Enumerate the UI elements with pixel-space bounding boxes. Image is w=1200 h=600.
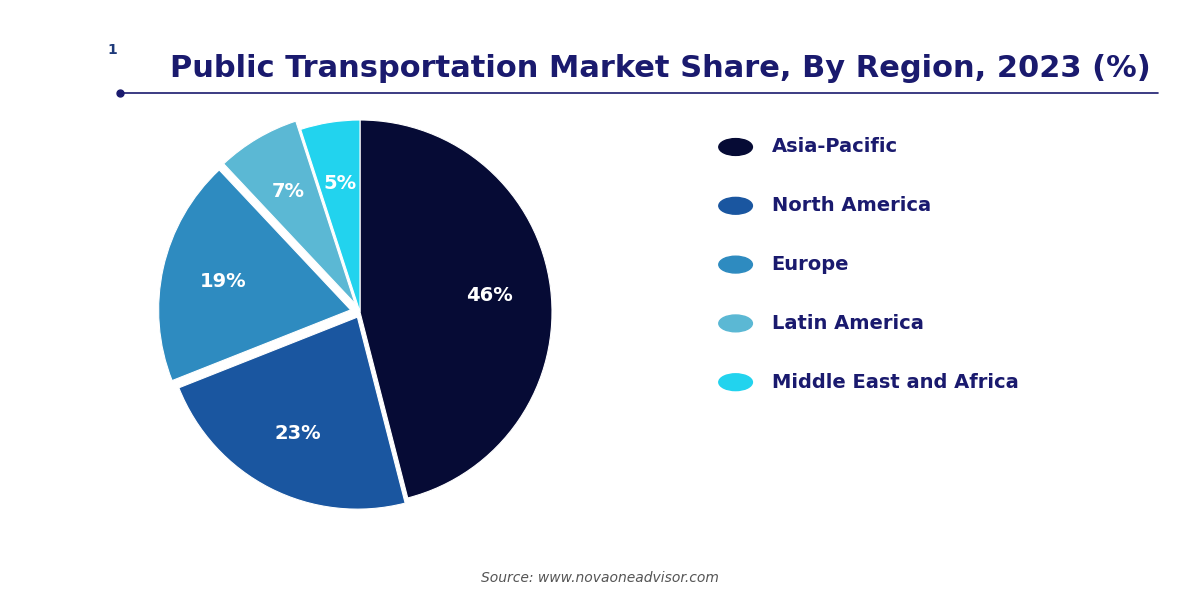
Text: ADVISOR: ADVISOR — [131, 43, 202, 56]
Text: Asia-Pacific: Asia-Pacific — [772, 137, 898, 157]
Text: Europe: Europe — [772, 255, 850, 274]
Text: Latin America: Latin America — [772, 314, 924, 333]
Text: 5%: 5% — [323, 173, 356, 193]
Text: 19%: 19% — [200, 272, 246, 291]
Text: 23%: 23% — [275, 424, 322, 443]
Text: Middle East and Africa: Middle East and Africa — [772, 373, 1019, 392]
Text: 1: 1 — [108, 43, 118, 56]
Text: Public Transportation Market Share, By Region, 2023 (%): Public Transportation Market Share, By R… — [169, 54, 1151, 83]
Text: 46%: 46% — [466, 286, 512, 305]
Wedge shape — [360, 120, 552, 498]
Wedge shape — [223, 121, 355, 304]
Wedge shape — [179, 317, 406, 509]
Text: Source: www.novaoneadvisor.com: Source: www.novaoneadvisor.com — [481, 571, 719, 585]
Text: North America: North America — [772, 196, 931, 215]
Wedge shape — [158, 170, 350, 380]
Text: 7%: 7% — [272, 182, 305, 201]
Text: NOVA: NOVA — [38, 43, 83, 56]
Wedge shape — [301, 120, 360, 312]
